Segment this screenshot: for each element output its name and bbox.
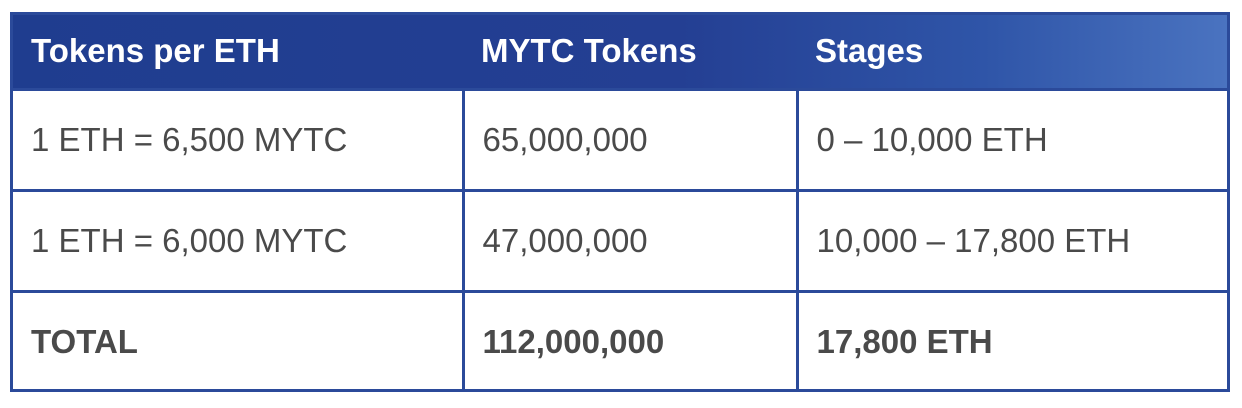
cell-rate: 1 ETH = 6,000 MYTC <box>13 188 465 291</box>
cell-stage: 0 – 10,000 ETH <box>797 87 1227 190</box>
cell-rate: 1 ETH = 6,500 MYTC <box>13 87 465 190</box>
token-stages-table: Tokens per ETH MYTC Tokens Stages 1 ETH … <box>13 15 1227 392</box>
token-sale-table: Tokens per ETH MYTC Tokens Stages 1 ETH … <box>10 12 1230 392</box>
cell-tokens: 47,000,000 <box>463 188 799 291</box>
table-row: 1 ETH = 6,500 MYTC 65,000,000 0 – 10,000… <box>13 87 1227 190</box>
total-row: TOTAL 112,000,000 17,800 ETH <box>13 289 1227 392</box>
header-stages: Stages <box>815 32 924 70</box>
total-label: TOTAL <box>13 289 465 392</box>
total-stage: 17,800 ETH <box>797 289 1227 392</box>
cell-tokens: 65,000,000 <box>463 87 799 190</box>
table-row: 1 ETH = 6,000 MYTC 47,000,000 10,000 – 1… <box>13 188 1227 291</box>
header-tokens-per-eth: Tokens per ETH <box>31 32 280 70</box>
total-tokens: 112,000,000 <box>463 289 799 392</box>
header-mytc-tokens: MYTC Tokens <box>481 32 697 70</box>
cell-stage: 10,000 – 17,800 ETH <box>797 188 1227 291</box>
table-header-row: Tokens per ETH MYTC Tokens Stages <box>13 15 1227 89</box>
